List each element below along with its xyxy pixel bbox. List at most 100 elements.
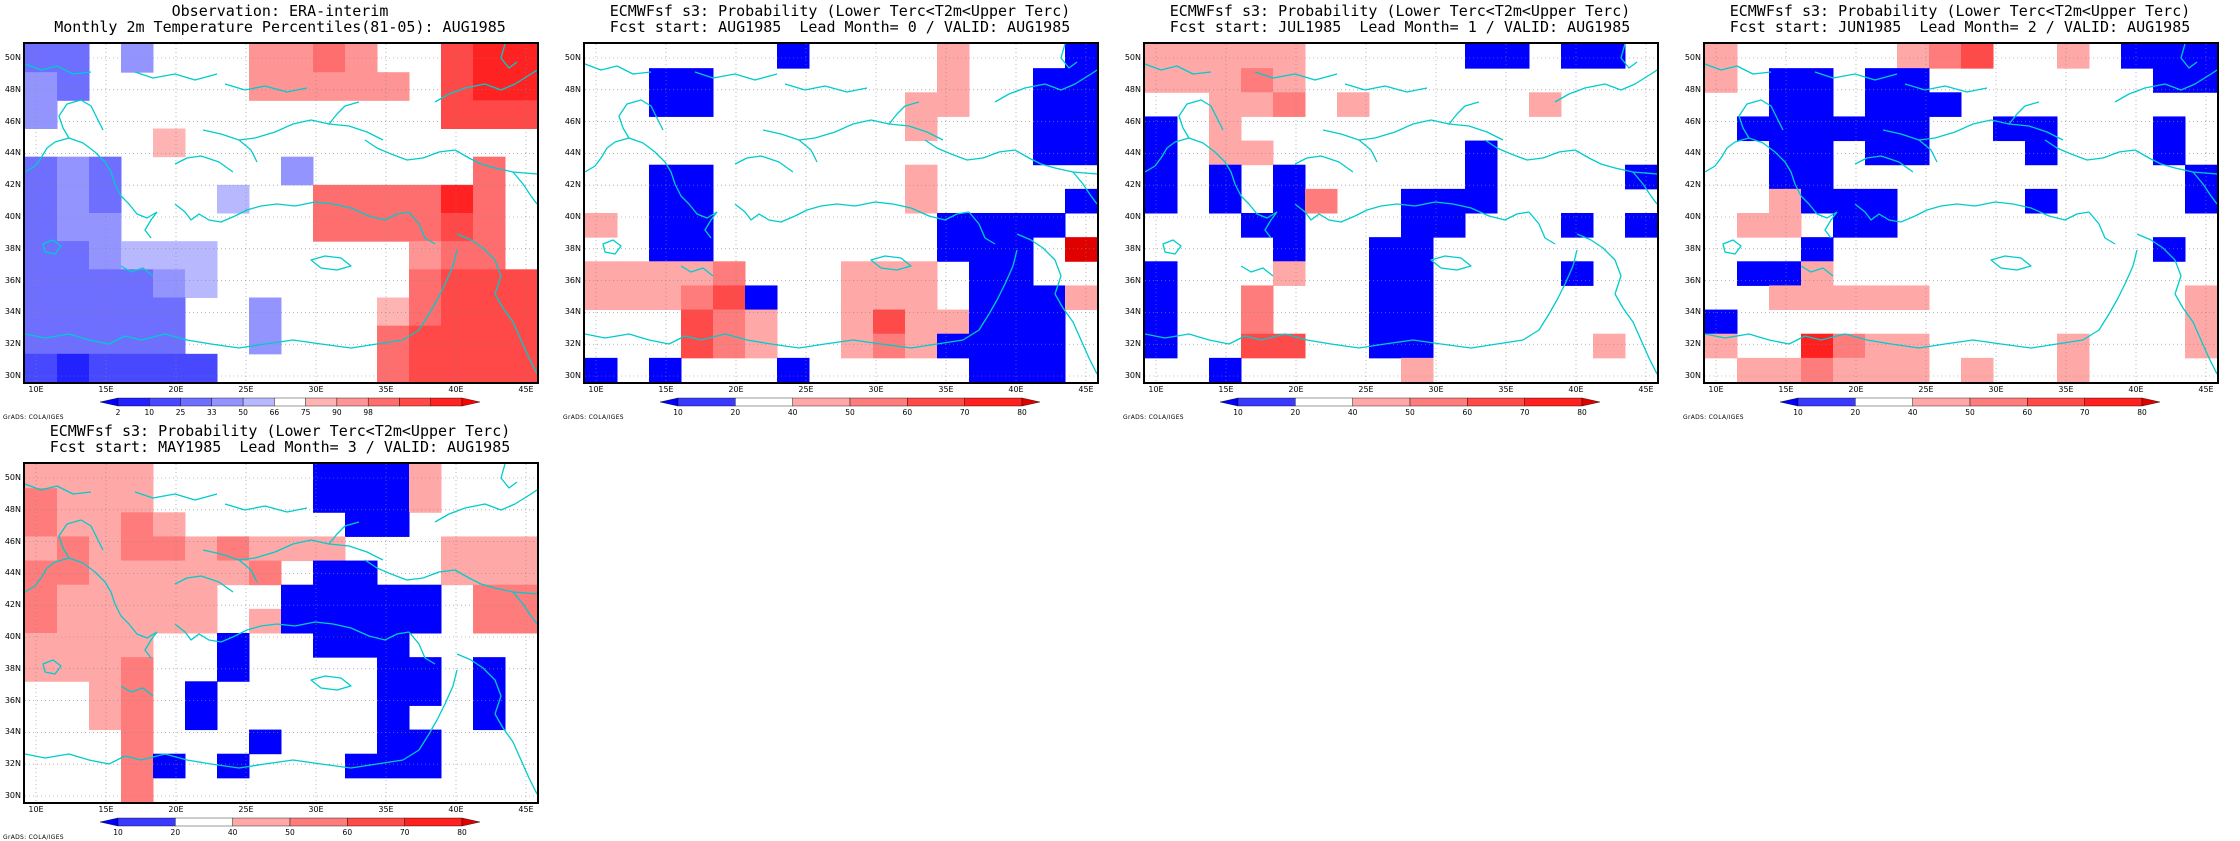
- grid-cell: [1993, 116, 2026, 142]
- grid-cell: [473, 213, 506, 242]
- coastline-path: [674, 183, 718, 219]
- colorbar-segment: [399, 397, 431, 407]
- grid-cell: [1401, 261, 1434, 286]
- grid-cell: [409, 325, 442, 355]
- colorbar-segment: [232, 817, 291, 827]
- colorbar-segment: [274, 397, 306, 407]
- coastline-path: [888, 101, 920, 125]
- y-tick-label: 32N: [1684, 339, 1701, 349]
- grid-cell: [681, 164, 714, 190]
- grid-cell: [153, 753, 186, 779]
- grid-cell: [1865, 333, 1898, 359]
- grid-cell: [57, 156, 90, 186]
- coastline-path: [25, 63, 92, 75]
- grid-cell: [745, 285, 778, 311]
- grid-cell: [89, 633, 122, 658]
- colorbar-tick-label: 20: [1851, 408, 1861, 417]
- grid-cell: [121, 44, 154, 73]
- grid-cell: [649, 188, 682, 214]
- y-tick-label: 44N: [4, 148, 21, 158]
- grid-cell: [153, 353, 186, 382]
- y-tick-label: 34N: [564, 307, 581, 317]
- y-tick-label: 44N: [1124, 148, 1141, 158]
- colorbar-segment: [964, 397, 1023, 407]
- grid-cell: [1497, 44, 1530, 69]
- y-tick-label: 48N: [564, 84, 581, 94]
- grid-cell: [1241, 68, 1274, 93]
- coastline-path: [1358, 139, 1378, 163]
- grid-cell: [473, 100, 506, 129]
- grid-cell: [1801, 68, 1834, 93]
- coastline-path: [1322, 119, 1504, 141]
- grid-cell: [57, 297, 90, 327]
- grid-cell: [25, 269, 58, 298]
- grid-cell: [505, 536, 537, 562]
- grid-cell: [1065, 140, 1097, 166]
- coastline-path: [114, 183, 158, 219]
- grid-cell: [121, 681, 154, 706]
- x-tick-label: 25E: [798, 385, 814, 394]
- grid-cell: [441, 353, 474, 382]
- grid-cell: [2057, 333, 2090, 359]
- grid-cell: [1833, 357, 1866, 382]
- grid-cell: [377, 633, 410, 658]
- grid-cell: [377, 184, 410, 214]
- coastline-path: [704, 211, 718, 239]
- colorbar-segment: [149, 397, 181, 407]
- grid-cell: [713, 261, 746, 286]
- grid-cell: [1209, 92, 1242, 117]
- x-tick-label: 35E: [2058, 385, 2074, 394]
- grid-cell: [1273, 92, 1306, 117]
- grid-cell: [89, 213, 122, 242]
- grid-cell: [57, 488, 90, 513]
- grid-cell: [57, 584, 90, 610]
- grid-cell: [1401, 237, 1434, 262]
- coastline-path: [1738, 99, 1784, 139]
- coastline-path: [1330, 339, 1524, 349]
- colorbar-tick-label: 50: [1405, 408, 1415, 417]
- coastline-path: [402, 249, 458, 341]
- grid-cell: [313, 560, 346, 586]
- coastline-path: [58, 519, 104, 559]
- colorbar-tick-label: 50: [845, 408, 855, 417]
- grid-cell: [345, 184, 378, 214]
- x-tick-label: 10E: [28, 385, 44, 394]
- colorbar-tick-label: 80: [457, 828, 467, 837]
- colorbar-segment: [677, 397, 736, 407]
- y-tick-label: 44N: [564, 148, 581, 158]
- x-tick-label: 35E: [378, 805, 394, 814]
- coastlines: [585, 44, 1097, 375]
- y-tick-label: 42N: [564, 180, 581, 190]
- colorbar-tick-label: 40: [788, 408, 798, 417]
- grid-cell: [121, 241, 154, 270]
- colorbar-tick-label: 70: [1520, 408, 1530, 417]
- grid-cell: [1561, 44, 1594, 69]
- coastline-path: [2134, 149, 2217, 175]
- y-tick-label: 38N: [1124, 243, 1141, 253]
- grid-cell: [617, 261, 650, 286]
- grid-cell: [873, 309, 906, 335]
- grid-cell: [937, 309, 970, 335]
- grid-cell: [1273, 68, 1306, 93]
- grid-cell: [57, 512, 90, 537]
- colorbar-segment: [735, 397, 793, 407]
- panel-forecast-lead0: ECMWFsf s3: Probability (Lower Terc<T2m<…: [560, 0, 1120, 421]
- grid-cell: [377, 705, 410, 731]
- coastline-path: [1240, 265, 1274, 277]
- y-tick-label: 46N: [1684, 116, 1701, 126]
- coastline-path: [1632, 171, 1657, 205]
- grid-cell: [185, 241, 218, 270]
- grid-cell: [1897, 285, 1930, 311]
- grid-cell: [2025, 116, 2058, 142]
- colorbar-segment: [792, 397, 851, 407]
- colorbar-tick-label: 60: [1463, 408, 1473, 417]
- colorbar: 1020405060708090: [660, 397, 1040, 417]
- y-tick-label: 36N: [564, 275, 581, 285]
- grid-cell: [505, 100, 537, 129]
- coastline-path: [1178, 99, 1224, 139]
- grid-cell: [1145, 188, 1178, 214]
- panel-forecast-lead1: ECMWFsf s3: Probability (Lower Terc<T2m<…: [1120, 0, 1680, 421]
- colorbar-tick-label: 75: [301, 408, 311, 417]
- grid-cell: [969, 357, 1002, 382]
- grid-cell: [121, 729, 154, 755]
